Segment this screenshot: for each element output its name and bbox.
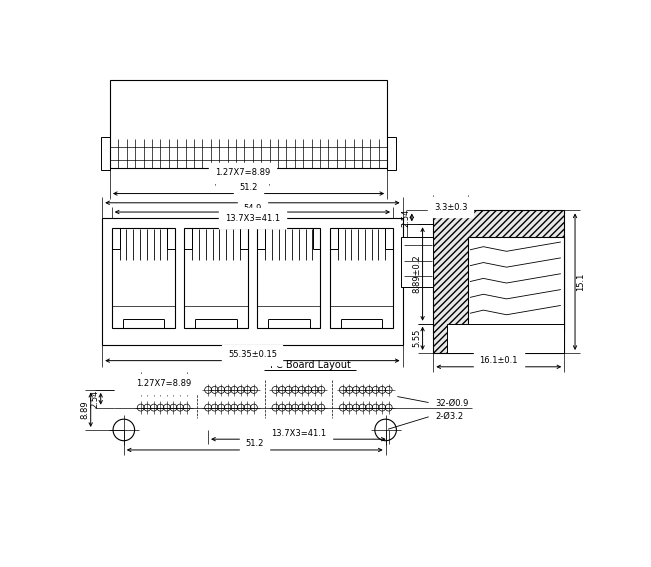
- Bar: [434, 210, 564, 353]
- Text: 55.35±0.15: 55.35±0.15: [228, 350, 277, 359]
- Text: 1.27X7=8.89: 1.27X7=8.89: [215, 168, 270, 177]
- Bar: [401, 238, 434, 287]
- Text: 32-Ø0.9: 32-Ø0.9: [435, 399, 468, 408]
- Text: 15.1: 15.1: [577, 273, 585, 291]
- Text: 13.7X3=41.1: 13.7X3=41.1: [271, 429, 326, 438]
- Text: 51.2: 51.2: [245, 439, 264, 448]
- Text: 5.55: 5.55: [412, 329, 421, 348]
- Bar: [387, 137, 396, 170]
- Text: 2-Ø3.2: 2-Ø3.2: [435, 412, 463, 421]
- Bar: [101, 137, 110, 170]
- Text: 16.1±0.1: 16.1±0.1: [480, 356, 518, 365]
- Text: 2.54: 2.54: [90, 390, 99, 408]
- Bar: [330, 228, 393, 328]
- Text: 8.89±0.2: 8.89±0.2: [412, 255, 421, 293]
- Bar: [110, 79, 387, 168]
- Bar: [112, 228, 175, 328]
- Bar: [257, 228, 320, 328]
- Text: 3.3±0.3: 3.3±0.3: [434, 203, 467, 212]
- Text: 13.7X3=41.1: 13.7X3=41.1: [225, 214, 280, 223]
- Bar: [447, 324, 564, 353]
- Bar: [102, 218, 402, 345]
- Text: 51.2: 51.2: [240, 183, 258, 192]
- Text: 8.89: 8.89: [80, 401, 89, 419]
- Text: 2.54: 2.54: [401, 208, 410, 227]
- Text: PC Board Layout: PC Board Layout: [270, 360, 351, 370]
- Text: 1.27X7=8.89: 1.27X7=8.89: [136, 379, 191, 388]
- Text: 54.9: 54.9: [243, 204, 262, 213]
- Bar: [184, 228, 247, 328]
- Bar: [468, 238, 564, 332]
